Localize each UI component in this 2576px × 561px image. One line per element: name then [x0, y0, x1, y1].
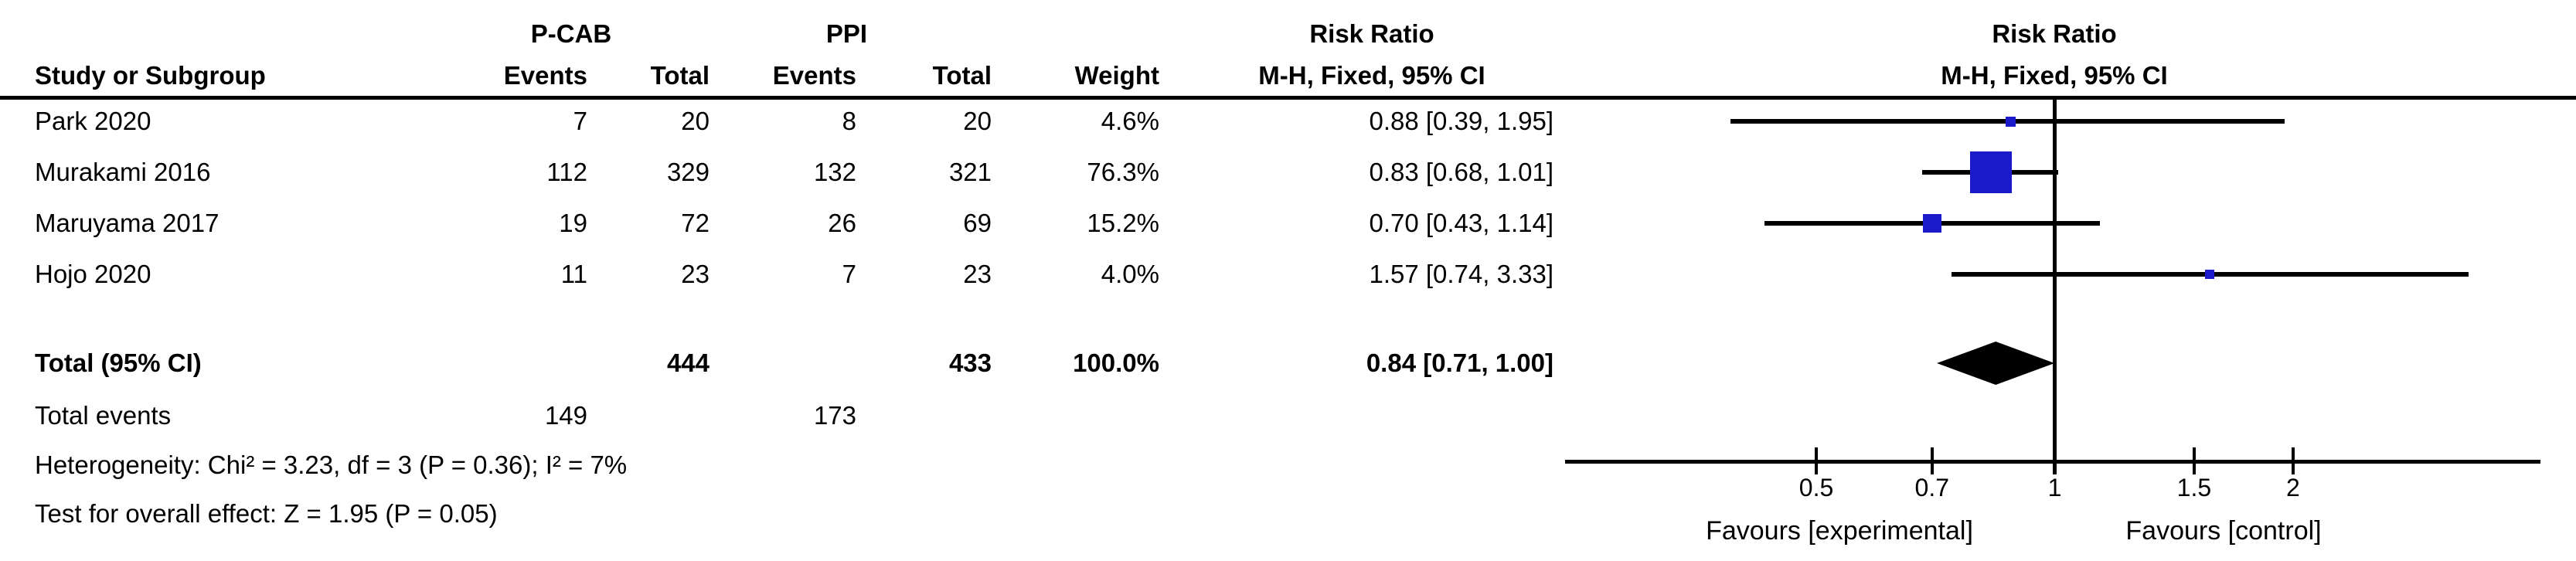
axis-tick-label: 1.5	[2176, 474, 2212, 502]
total-pcab: 72	[681, 209, 710, 237]
total-events-pcab: 149	[544, 401, 587, 430]
column-header-total-pcab: Total	[650, 61, 710, 90]
column-header-method-plot: M-H, Fixed, 95% CI	[1941, 61, 2168, 90]
axis-tick-label: 1	[2047, 474, 2062, 502]
weight-value: 15.2%	[1087, 209, 1159, 237]
events-ppi: 26	[828, 209, 856, 237]
axis-tick	[2192, 447, 2196, 474]
total-ppi: 23	[963, 260, 992, 288]
favours-control-label: Favours [control]	[2125, 516, 2322, 546]
total-events-label: Total events	[35, 401, 172, 430]
favours-experimental-label: Favours [experimental]	[1706, 516, 1973, 546]
effect-square-marker	[2006, 116, 2016, 127]
total-ppi: 20	[963, 107, 992, 135]
events-pcab: 7	[573, 107, 587, 135]
total-ppi: 321	[948, 158, 992, 186]
axis-tick-label: 0.5	[1798, 474, 1834, 502]
null-effect-line	[2053, 96, 2057, 474]
effect-square-marker	[1969, 151, 2012, 193]
total-pcab-sum: 444	[666, 348, 710, 377]
events-pcab: 11	[560, 260, 587, 288]
study-name: Hojo 2020	[35, 260, 151, 288]
total-pcab: 329	[666, 158, 710, 186]
weight-value: 76.3%	[1087, 158, 1159, 186]
column-header-weight: Weight	[1074, 61, 1159, 90]
table-row: Hojo 2020 11 23 7 23 4.0% 1.57 [0.74, 3.…	[0, 257, 2576, 291]
total-weight: 100.0%	[1073, 348, 1159, 377]
study-name: Park 2020	[35, 107, 151, 135]
heterogeneity-row: Heterogeneity: Chi² = 3.23, df = 3 (P = …	[0, 448, 2576, 482]
events-pcab: 112	[546, 158, 587, 186]
x-axis-line	[1565, 460, 2540, 464]
risk-ratio-ci-value: 0.70 [0.43, 1.14]	[1369, 209, 1553, 237]
total-risk-ratio-ci: 0.84 [0.71, 1.00]	[1366, 348, 1553, 377]
events-pcab: 19	[559, 209, 587, 237]
axis-tick	[1815, 447, 1819, 474]
column-header-events-pcab: Events	[503, 61, 587, 90]
risk-ratio-ci-value: 0.88 [0.39, 1.95]	[1369, 107, 1553, 135]
risk-ratio-ci-value: 1.57 [0.74, 3.33]	[1369, 260, 1553, 288]
axis-tick	[2053, 447, 2057, 474]
total-ppi: 69	[963, 209, 992, 237]
weight-value: 4.0%	[1101, 260, 1159, 288]
table-row: Maruyama 2017 19 72 26 69 15.2% 0.70 [0.…	[0, 206, 2576, 240]
header-separator-line	[0, 96, 2576, 100]
overall-effect-text: Test for overall effect: Z = 1.95 (P = 0…	[35, 499, 498, 528]
risk-ratio-header-table: Risk Ratio	[1309, 19, 1434, 48]
pooled-effect-diamond	[1937, 342, 2055, 385]
axis-tick-label: 2	[2286, 474, 2300, 502]
axis-tick-label: 0.7	[1914, 474, 1949, 502]
total-events-ppi: 173	[813, 401, 856, 430]
heterogeneity-text: Heterogeneity: Chi² = 3.23, df = 3 (P = …	[35, 450, 628, 479]
column-header-total-ppi: Total	[932, 61, 992, 90]
risk-ratio-ci-value: 0.83 [0.68, 1.01]	[1369, 158, 1553, 186]
axis-tick	[2291, 447, 2295, 474]
effect-square-marker	[1922, 214, 1941, 233]
column-headers-row: Study or Subgroup Events Total Events To…	[0, 59, 2576, 93]
total-events-row: Total events 149 173	[0, 399, 2576, 433]
table-row: Park 2020 7 20 8 20 4.6% 0.88 [0.39, 1.9…	[0, 104, 2576, 138]
effect-square-marker	[2205, 270, 2215, 279]
total-ppi-sum: 433	[948, 348, 992, 377]
overall-effect-row: Test for overall effect: Z = 1.95 (P = 0…	[0, 497, 2576, 531]
group-header-pcab: P-CAB	[530, 19, 612, 48]
risk-ratio-header-plot: Risk Ratio	[1992, 19, 2117, 48]
table-row: Murakami 2016 112 329 132 321 76.3% 0.83…	[0, 155, 2576, 189]
total-row: Total (95% CI) 444 433 100.0% 0.84 [0.71…	[0, 346, 2576, 380]
events-ppi: 7	[842, 260, 856, 288]
axis-tick	[1930, 447, 1934, 474]
header-groups-row: P-CAB PPI Risk Ratio Risk Ratio	[0, 17, 2576, 51]
column-header-events-ppi: Events	[772, 61, 856, 90]
column-header-method-table: M-H, Fixed, 95% CI	[1258, 61, 1485, 90]
total-pcab: 23	[681, 260, 710, 288]
total-pcab: 20	[681, 107, 710, 135]
column-header-study: Study or Subgroup	[35, 61, 266, 90]
events-ppi: 132	[813, 158, 856, 186]
study-name: Murakami 2016	[35, 158, 211, 186]
group-header-ppi: PPI	[825, 19, 868, 48]
study-name: Maruyama 2017	[35, 209, 219, 237]
weight-value: 4.6%	[1101, 107, 1159, 135]
total-label: Total (95% CI)	[35, 348, 202, 377]
events-ppi: 8	[842, 107, 856, 135]
